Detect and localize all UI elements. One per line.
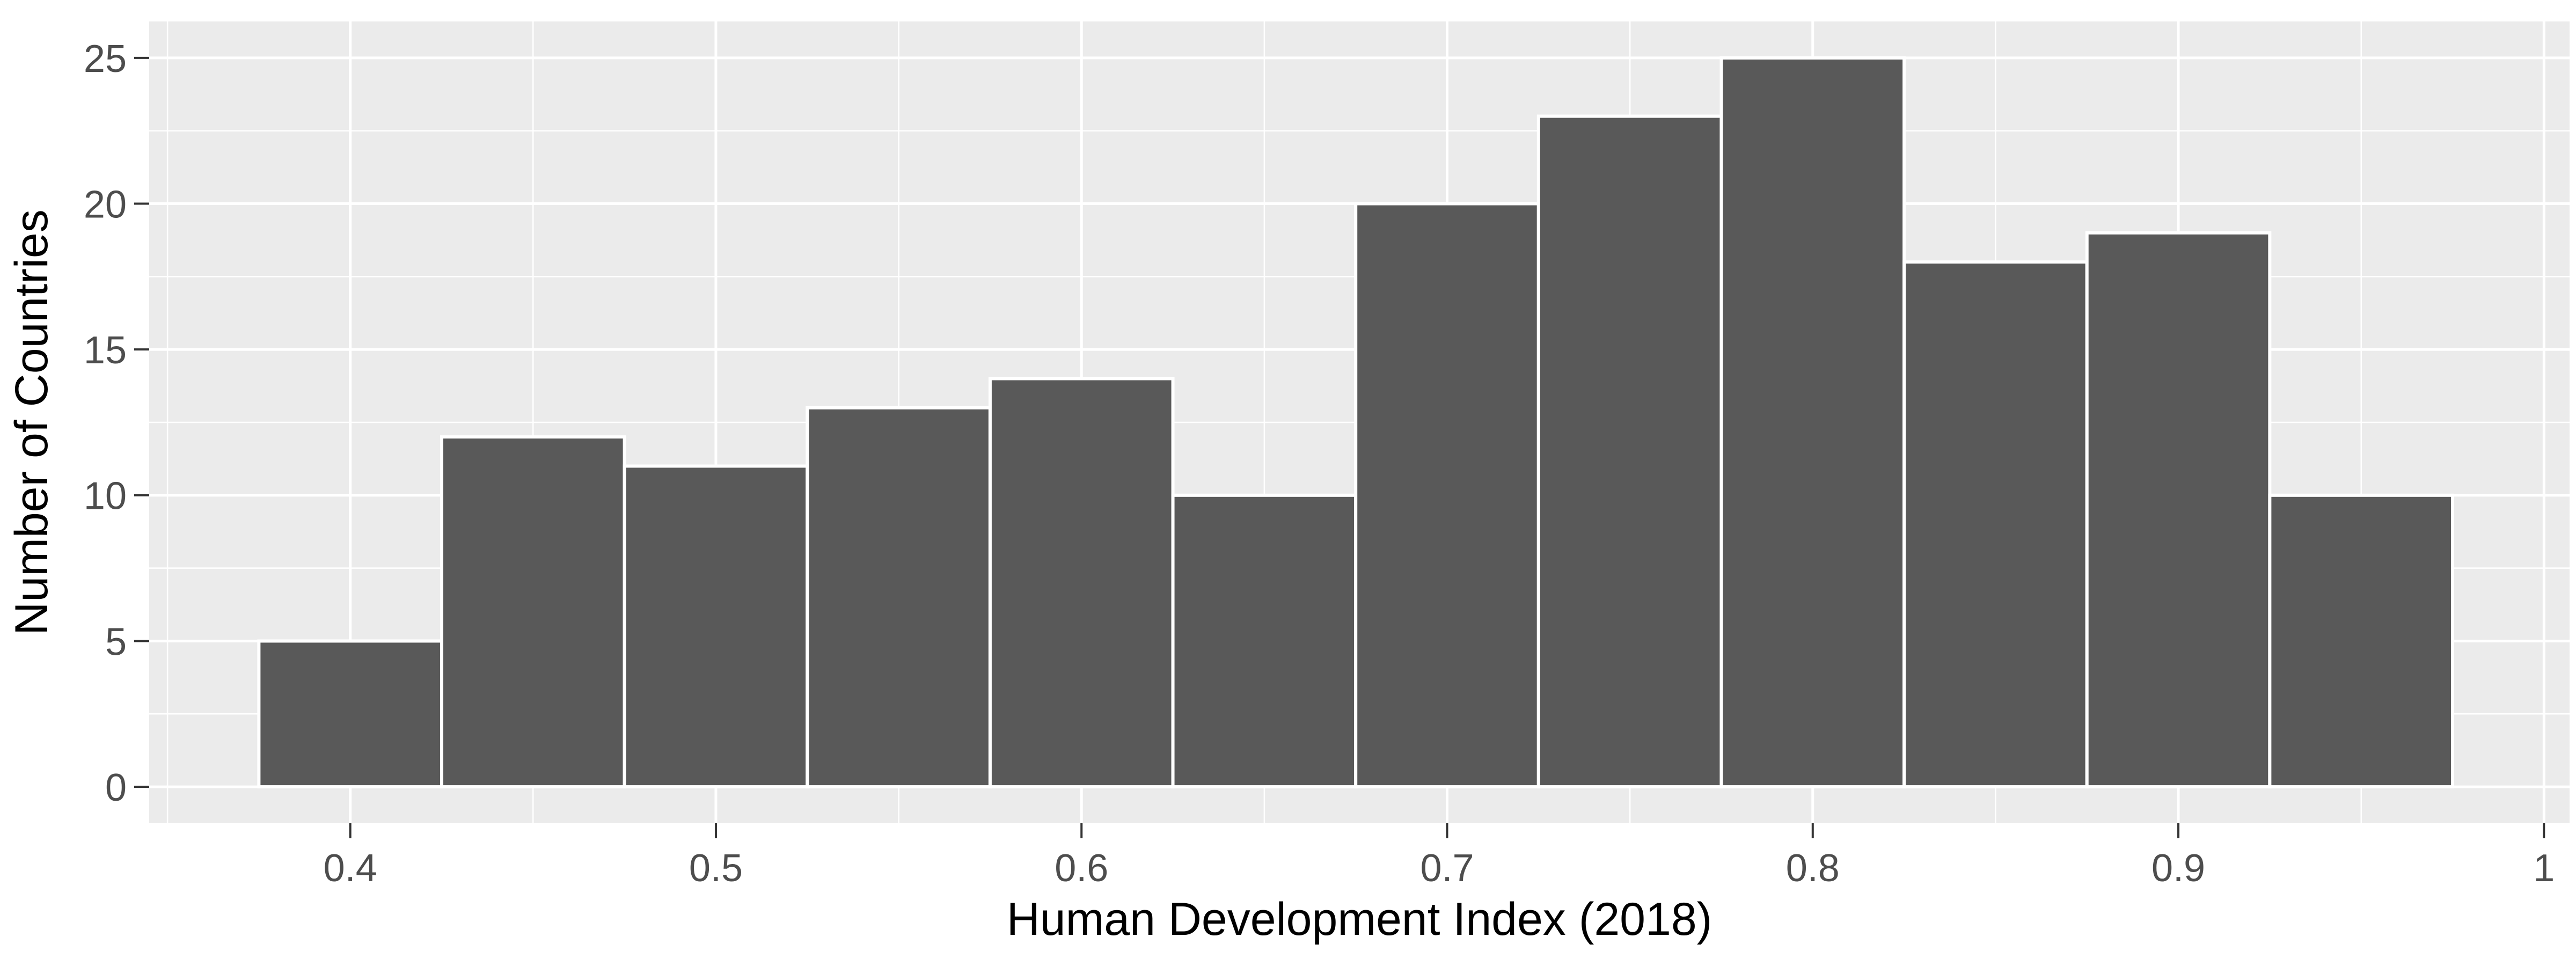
y-tick-label: 20 xyxy=(84,183,127,226)
y-tick-label: 15 xyxy=(84,329,127,372)
histogram-bars xyxy=(257,56,2454,789)
histogram-bar xyxy=(623,464,809,789)
histogram-bar xyxy=(440,435,626,789)
histogram-bar xyxy=(257,639,444,789)
x-tick-label: 1 xyxy=(2533,847,2555,890)
y-tick-label: 10 xyxy=(84,475,127,518)
axis-tick-marks xyxy=(134,56,2545,838)
y-tick-label: 5 xyxy=(105,620,127,663)
histogram-bar xyxy=(1719,56,1906,789)
x-tick-label: 0.6 xyxy=(1055,847,1108,890)
histogram-bar xyxy=(2268,493,2454,789)
x-axis-tick-labels: 0.4 0.5 0.6 0.7 0.8 0.9 1 xyxy=(324,847,2555,890)
x-tick-label: 0.4 xyxy=(324,847,377,890)
x-tick-label: 0.8 xyxy=(1786,847,1840,890)
histogram-bar xyxy=(1354,202,1540,789)
x-tick-label: 0.9 xyxy=(2151,847,2205,890)
histogram-bar xyxy=(1536,114,1723,789)
x-axis-title: Human Development Index (2018) xyxy=(1007,894,1713,945)
x-tick-label: 0.7 xyxy=(1420,847,1474,890)
y-axis-tick-labels: 0 5 10 15 20 25 xyxy=(84,38,127,809)
histogram-bar xyxy=(1171,493,1358,789)
histogram-bar xyxy=(806,406,992,789)
histogram-bar xyxy=(2085,231,2272,789)
y-tick-label: 0 xyxy=(105,766,127,809)
histogram-bar xyxy=(988,377,1175,789)
y-tick-label: 25 xyxy=(84,38,127,80)
y-axis-title: Number of Countries xyxy=(6,209,57,635)
x-tick-label: 0.5 xyxy=(689,847,743,890)
histogram-bar xyxy=(1902,260,2089,789)
